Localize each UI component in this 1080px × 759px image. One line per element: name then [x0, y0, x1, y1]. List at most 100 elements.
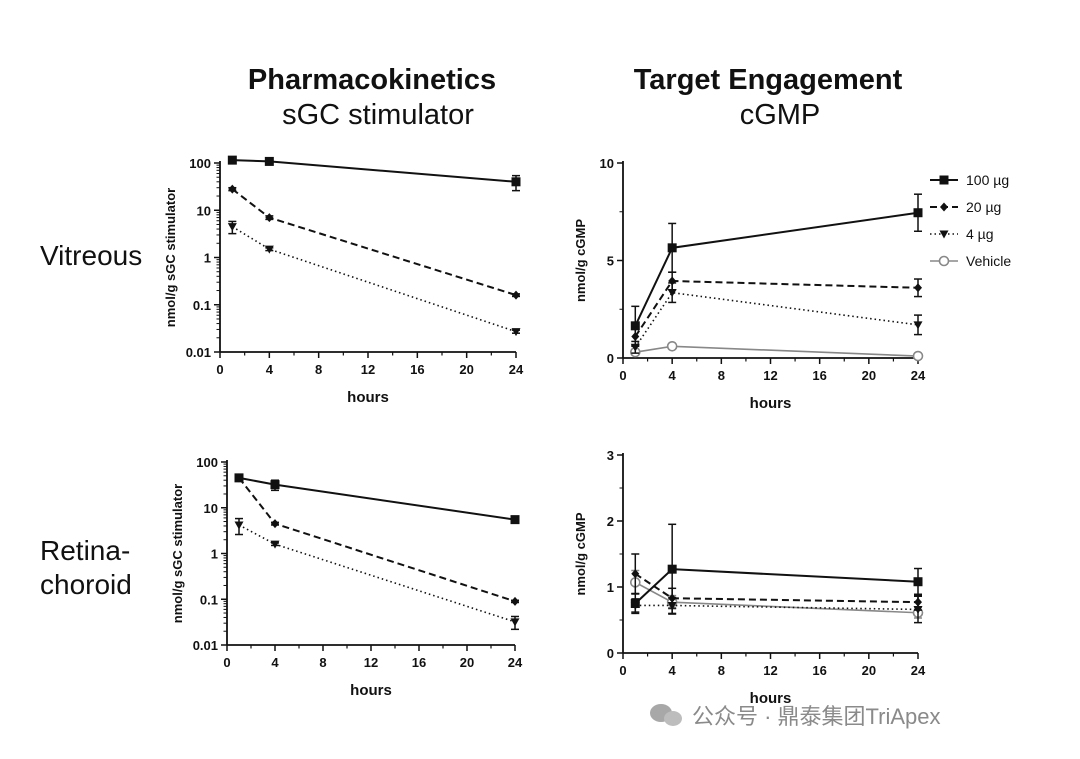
y-tick-label: 1: [607, 580, 614, 595]
x-tick-label: 4: [669, 368, 677, 383]
y-tick-label: 1: [211, 547, 218, 562]
x-tick-label: 0: [216, 362, 223, 377]
data-point: [667, 564, 677, 574]
y-axis-label: nmol/g sGC stimulator: [170, 484, 185, 623]
series-20: [235, 473, 519, 606]
y-tick-label: 10: [600, 156, 614, 171]
data-point: [264, 245, 274, 254]
series-line-100: [238, 476, 516, 521]
data-point: [511, 177, 521, 187]
data-point: [667, 601, 677, 610]
data-point: [227, 223, 237, 232]
x-tick-label: 24: [911, 663, 926, 678]
data-point: [913, 321, 923, 330]
data-point: [630, 321, 640, 331]
column-subtitle-cgmp: cGMP: [739, 99, 821, 131]
data-point: [235, 473, 243, 483]
data-point: [667, 289, 677, 298]
x-axis-label: hours: [347, 389, 389, 406]
series-20: [228, 184, 520, 300]
x-tick-label: 0: [619, 368, 626, 383]
series-line-20: [231, 188, 517, 297]
data-point: [510, 618, 520, 627]
x-tick-label: 24: [509, 362, 524, 377]
data-point: [631, 332, 640, 342]
data-point: [270, 540, 280, 549]
y-tick-label: 5: [607, 254, 614, 269]
x-tick-label: 8: [718, 663, 725, 678]
y-axis-label: nmol/g cGMP: [573, 512, 588, 595]
x-tick-label: 20: [460, 655, 474, 670]
data-point: [912, 350, 924, 362]
series-line-20: [634, 572, 919, 604]
row-label-vitreous: Vitreous: [40, 239, 142, 273]
y-axis-label: nmol/g sGC stimulator: [163, 188, 178, 327]
data-point: [914, 283, 922, 293]
x-tick-label: 8: [315, 362, 322, 377]
legend-marker-4: [939, 230, 949, 239]
y-tick-label: 0: [607, 351, 614, 366]
x-axis-label: hours: [750, 690, 792, 707]
x-tick-label: 4: [669, 663, 677, 678]
series-line-100: [634, 211, 919, 327]
x-tick-label: 16: [410, 362, 424, 377]
data-point: [630, 343, 640, 352]
data-point: [630, 601, 640, 610]
series-100: [227, 155, 521, 192]
legend-marker-veh: [938, 255, 950, 267]
y-tick-label: 0.1: [193, 298, 211, 313]
row-label-retina-choroid: Retina- choroid: [40, 534, 132, 602]
y-tick-label: 1: [204, 251, 211, 266]
data-point: [512, 290, 520, 300]
data-point: [913, 605, 923, 614]
wechat-logo-icon: [650, 702, 684, 728]
data-point: [511, 596, 519, 606]
data-point: [666, 340, 678, 352]
x-tick-label: 16: [812, 368, 826, 383]
x-tick-label: 4: [266, 362, 274, 377]
series-line-4: [634, 291, 919, 348]
series-4: [630, 595, 923, 624]
x-tick-label: 12: [361, 362, 375, 377]
x-tick-label: 4: [271, 655, 279, 670]
y-tick-label: 2: [607, 514, 614, 529]
watermark-text: 公众号 · 鼎泰集团TriApex: [692, 704, 941, 729]
x-tick-label: 24: [911, 368, 926, 383]
x-tick-label: 20: [862, 663, 876, 678]
data-point: [913, 208, 923, 218]
x-tick-label: 24: [508, 655, 523, 670]
y-axis-label: nmol/g cGMP: [573, 219, 588, 302]
series-line-100: [232, 159, 517, 183]
y-tick-label: 3: [607, 448, 614, 463]
series-4: [234, 517, 520, 631]
legend-label-veh: Vehicle: [966, 253, 1011, 269]
x-tick-label: 12: [763, 663, 777, 678]
series-line-20: [634, 279, 919, 338]
x-tick-label: 20: [862, 368, 876, 383]
data-point: [271, 519, 279, 529]
data-point: [667, 243, 677, 253]
series-100: [630, 193, 923, 347]
data-point: [265, 213, 274, 223]
row-label-retina-line2: choroid: [40, 569, 132, 600]
data-point: [913, 577, 923, 587]
chart-panel-pk-retina: 0 4 8 12 16 20 24 0.01 0.1 1 10 100 hours nmol/g sGC …: [170, 455, 523, 699]
x-axis-label: hours: [350, 682, 392, 699]
series-4: [227, 220, 521, 337]
x-tick-label: 0: [619, 663, 626, 678]
y-tick-label: 0: [607, 646, 614, 661]
data-point: [228, 184, 237, 194]
series-100: [234, 473, 520, 525]
x-tick-label: 16: [812, 663, 826, 678]
x-tick-label: 8: [319, 655, 326, 670]
row-label-retina-line1: Retina-: [40, 535, 131, 566]
data-point: [510, 515, 520, 525]
series-veh: [629, 569, 924, 619]
y-tick-label: 0.01: [186, 345, 211, 360]
legend-label-4: 4 µg: [966, 226, 994, 242]
series-line-4: [231, 225, 517, 333]
x-tick-label: 12: [763, 368, 777, 383]
series-line-veh: [635, 345, 919, 357]
x-tick-label: 8: [718, 368, 725, 383]
